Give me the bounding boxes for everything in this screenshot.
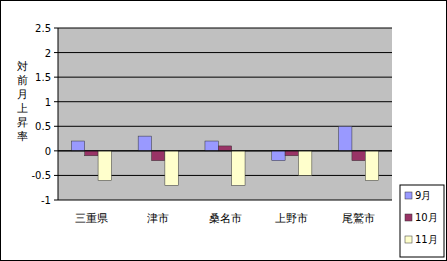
grid-line bbox=[58, 28, 392, 29]
y-axis bbox=[58, 28, 59, 200]
bar bbox=[152, 151, 165, 161]
grid-line bbox=[58, 200, 392, 201]
x-axis bbox=[58, 150, 392, 151]
category-label: 津市 bbox=[147, 212, 169, 225]
bar bbox=[71, 141, 84, 151]
tick-label: 1.5 bbox=[35, 72, 51, 83]
chart: -1 -0.5 0 0.5 1 1.5 2 2.5 三重県 津市 桑名市 上野市 尾鷲市 対前月上昇率 9月… bbox=[0, 0, 447, 261]
y-axis-label-char: 昇 bbox=[17, 116, 28, 129]
bar bbox=[218, 146, 231, 151]
y-axis-label: 対前月上昇率 bbox=[17, 60, 28, 143]
bar bbox=[298, 151, 311, 176]
category-label: 上野市 bbox=[275, 212, 308, 225]
tick-label: 2 bbox=[45, 48, 51, 59]
legend-label: 9月 bbox=[415, 190, 431, 201]
bar bbox=[85, 151, 98, 156]
y-axis-label-char: 対 bbox=[17, 60, 28, 73]
bar bbox=[285, 151, 298, 156]
grid-line bbox=[58, 77, 392, 78]
tick-mark bbox=[54, 200, 58, 201]
plot-area bbox=[58, 28, 392, 200]
chart-border bbox=[1, 1, 447, 261]
grid-line bbox=[58, 101, 392, 102]
legend-label: 10月 bbox=[415, 212, 438, 223]
bar bbox=[272, 151, 285, 161]
bars bbox=[71, 126, 378, 185]
y-axis-label-char: 前 bbox=[17, 74, 28, 87]
bar bbox=[98, 151, 111, 180]
legend-swatch bbox=[405, 214, 412, 221]
y-axis-label-char: 上 bbox=[17, 102, 28, 115]
tick-label: 0.5 bbox=[35, 121, 51, 132]
tick-label: -0.5 bbox=[31, 170, 51, 181]
grid-line bbox=[58, 150, 392, 151]
category-label: 桑名市 bbox=[209, 212, 242, 225]
tick-mark bbox=[54, 52, 58, 53]
legend-swatch bbox=[405, 236, 412, 243]
bar bbox=[138, 136, 151, 151]
y-axis-label-char: 月 bbox=[17, 88, 28, 101]
category-label: 尾鷲市 bbox=[342, 212, 375, 225]
y-axis-label-char: 率 bbox=[17, 130, 28, 143]
tick-label: 2.5 bbox=[35, 23, 51, 34]
legend-swatch bbox=[405, 192, 412, 199]
legend-box bbox=[400, 185, 444, 257]
tick-label: 1 bbox=[45, 97, 51, 108]
tick-mark bbox=[54, 101, 58, 102]
category-label: 三重県 bbox=[75, 212, 108, 225]
bar bbox=[365, 151, 378, 180]
tick-mark bbox=[54, 150, 58, 151]
bar bbox=[165, 151, 178, 185]
legend-label: 11月 bbox=[415, 234, 438, 245]
bar bbox=[339, 126, 352, 151]
tick-mark bbox=[54, 126, 58, 127]
bar bbox=[205, 141, 218, 151]
tick-mark bbox=[54, 77, 58, 78]
tick-label: -1 bbox=[41, 195, 51, 206]
tick-mark bbox=[54, 175, 58, 176]
bar bbox=[352, 151, 365, 161]
tick-mark bbox=[54, 28, 58, 29]
bar bbox=[232, 151, 245, 185]
grid-line bbox=[58, 52, 392, 53]
tick-label: 0 bbox=[45, 146, 51, 157]
